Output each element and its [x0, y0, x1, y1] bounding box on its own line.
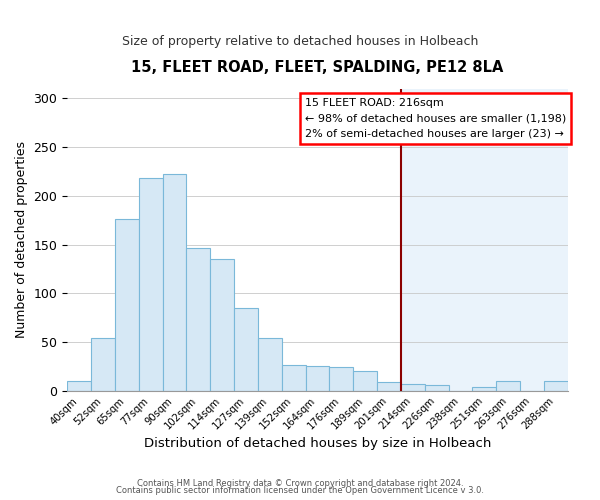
Bar — [234, 308, 258, 391]
Text: Contains public sector information licensed under the Open Government Licence v : Contains public sector information licen… — [116, 486, 484, 495]
Bar — [353, 372, 377, 391]
Y-axis label: Number of detached properties: Number of detached properties — [15, 142, 28, 338]
Bar — [139, 178, 163, 391]
Bar — [91, 338, 115, 391]
Bar — [425, 385, 449, 391]
Bar — [305, 366, 329, 391]
Bar — [67, 381, 91, 391]
Bar — [472, 387, 496, 391]
Bar — [401, 384, 425, 391]
Bar — [329, 366, 353, 391]
Bar — [187, 248, 210, 391]
Bar — [544, 381, 568, 391]
Bar — [401, 88, 568, 391]
X-axis label: Distribution of detached houses by size in Holbeach: Distribution of detached houses by size … — [144, 437, 491, 450]
Bar — [282, 364, 305, 391]
Bar — [258, 338, 282, 391]
Text: Contains HM Land Registry data © Crown copyright and database right 2024.: Contains HM Land Registry data © Crown c… — [137, 478, 463, 488]
Text: Size of property relative to detached houses in Holbeach: Size of property relative to detached ho… — [122, 35, 478, 48]
Title: 15, FLEET ROAD, FLEET, SPALDING, PE12 8LA: 15, FLEET ROAD, FLEET, SPALDING, PE12 8L… — [131, 60, 504, 75]
Text: 15 FLEET ROAD: 216sqm
← 98% of detached houses are smaller (1,198)
2% of semi-de: 15 FLEET ROAD: 216sqm ← 98% of detached … — [305, 98, 566, 139]
Bar — [377, 382, 401, 391]
Bar — [210, 260, 234, 391]
Bar — [115, 220, 139, 391]
Bar — [496, 381, 520, 391]
Bar — [163, 174, 187, 391]
